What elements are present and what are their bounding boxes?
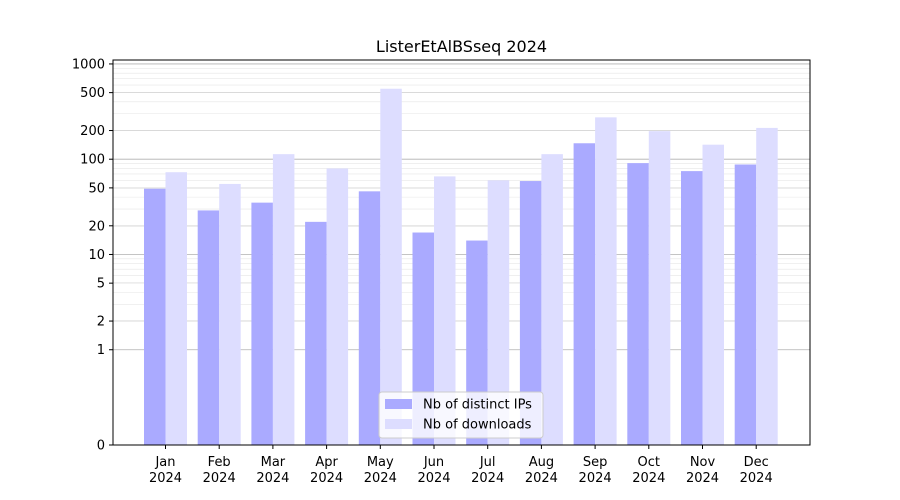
legend-swatch — [385, 419, 412, 429]
y-tick-label: 1 — [97, 343, 105, 358]
y-tick-label: 1000 — [72, 57, 105, 72]
bar-downloads — [165, 172, 187, 445]
y-tick-label: 0 — [97, 439, 105, 454]
bar-distinct-ips — [519, 181, 542, 445]
y-tick-label: 2 — [97, 315, 105, 330]
x-tick-label: Sep 2024 — [579, 455, 612, 486]
x-tick-label: Jun 2024 — [417, 455, 450, 486]
bar-distinct-ips — [305, 221, 327, 445]
y-axis: 0 1 2 5 10 20 50 100 200 500 1000 — [72, 57, 113, 454]
y-tick-label: 20 — [88, 219, 105, 234]
x-tick-label: Oct 2024 — [632, 455, 665, 486]
bar-distinct-ips — [734, 164, 757, 445]
y-tick-label: 5 — [97, 277, 105, 292]
y-tick-label: 500 — [80, 86, 105, 101]
bar-downloads — [219, 183, 241, 445]
legend-swatch — [385, 399, 412, 409]
legend-label: Nb of downloads — [423, 418, 532, 433]
bar-downloads — [541, 154, 563, 446]
x-tick-label: Feb 2024 — [203, 455, 236, 486]
x-tick-label: Aug 2024 — [525, 455, 558, 486]
bar-distinct-ips — [251, 202, 273, 445]
y-tick-label: 10 — [88, 248, 105, 263]
legend-box — [378, 391, 544, 439]
bar-downloads — [434, 176, 456, 445]
x-tick-label: Mar 2024 — [256, 455, 289, 486]
bar-downloads — [702, 144, 724, 445]
bar-downloads — [326, 168, 349, 445]
x-tick-label: Jan 2024 — [149, 455, 182, 486]
x-tick-label: Nov 2024 — [686, 455, 719, 486]
bar-downloads — [648, 131, 671, 446]
x-tick-label: Apr 2024 — [310, 455, 343, 486]
legend-label: Nb of distinct IPs — [423, 398, 532, 413]
x-tick-label: Dec 2024 — [740, 455, 773, 486]
bar-distinct-ips — [144, 188, 166, 446]
bar-distinct-ips — [358, 191, 381, 445]
legend: Nb of distinct IPs Nb of downloads — [378, 391, 544, 439]
bar-downloads — [272, 154, 295, 446]
y-tick-label: 200 — [80, 124, 105, 139]
bar-distinct-ips — [627, 163, 649, 445]
x-tick-label: May 2024 — [364, 455, 397, 486]
bar-downloads — [487, 180, 510, 445]
bar-downloads — [380, 88, 402, 445]
y-tick-label: 100 — [80, 153, 105, 168]
x-tick-label: Jul 2024 — [471, 455, 504, 486]
bar-distinct-ips — [681, 171, 703, 445]
chart-title: ListerEtAlBSseq 2024 — [376, 37, 547, 56]
bar-distinct-ips — [197, 210, 220, 445]
bar-distinct-ips — [573, 143, 596, 446]
y-tick-label: 50 — [88, 181, 105, 196]
bar-downloads — [756, 127, 778, 445]
bar-downloads — [595, 117, 617, 445]
plot-frame — [112, 59, 811, 446]
bars — [144, 88, 778, 446]
x-axis: Jan 2024 Feb 2024 Mar 2024 Apr 2024 May 2024 Jun 20… — [149, 445, 773, 486]
